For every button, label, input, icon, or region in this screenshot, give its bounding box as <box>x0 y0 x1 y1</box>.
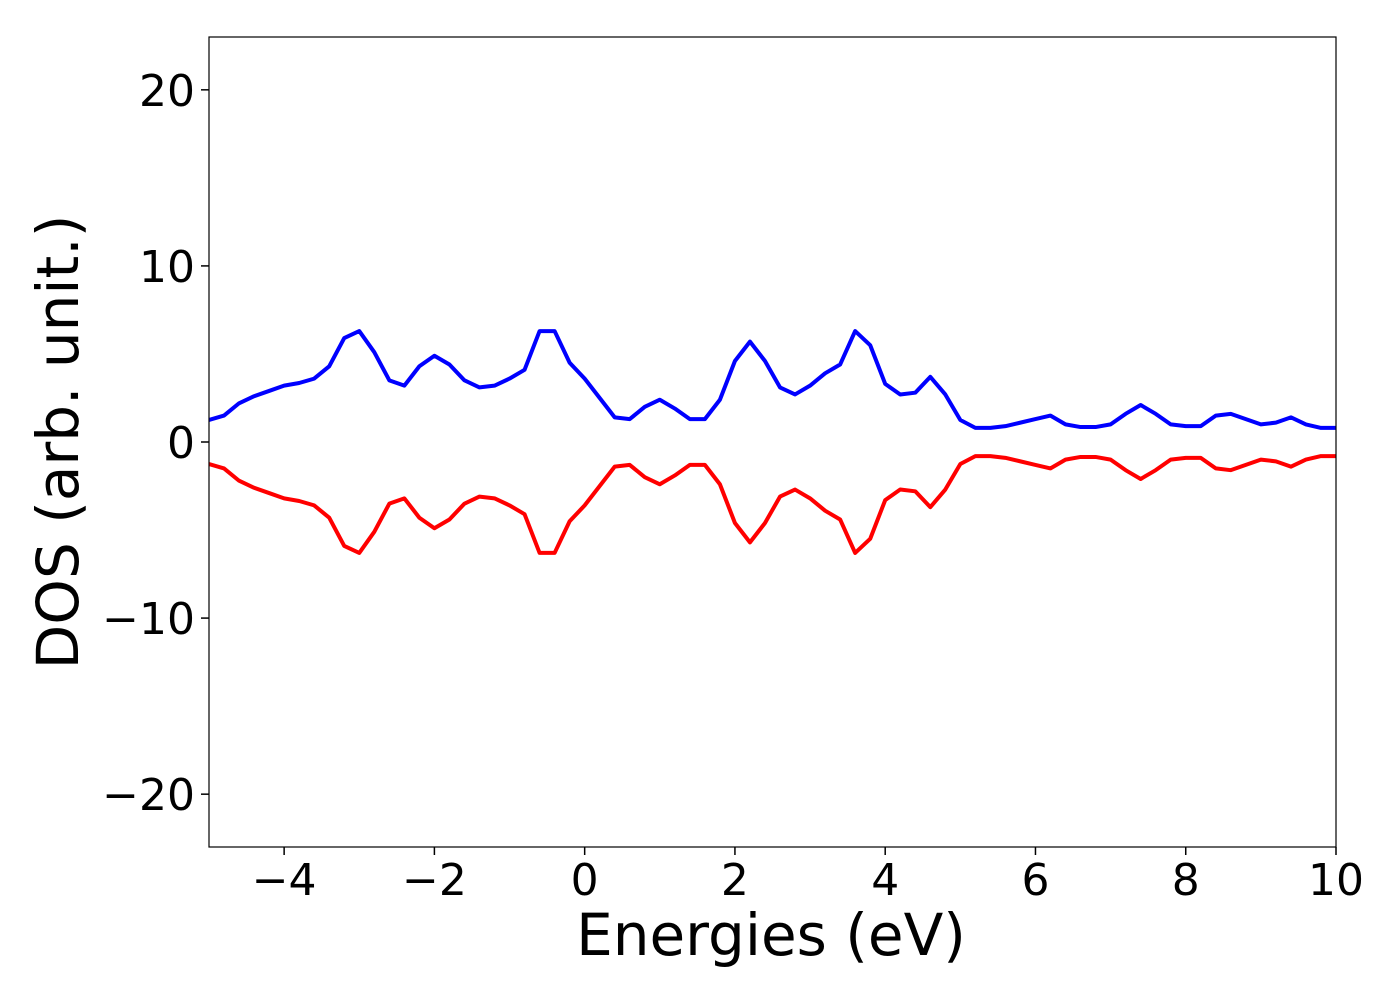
y-tick-label: 20 <box>139 66 195 117</box>
y-tick-label: 10 <box>139 242 195 293</box>
x-tick-label: −2 <box>402 855 467 906</box>
y-tick-label: 0 <box>167 418 195 469</box>
y-axis-label: DOS (arb. unit.) <box>24 215 92 670</box>
x-axis-label: Energies (eV) <box>576 901 966 969</box>
x-tick-label: 6 <box>1021 855 1049 906</box>
data-line <box>209 329 1336 430</box>
x-tick-label: 4 <box>871 855 899 906</box>
x-tick-label: 2 <box>721 855 749 906</box>
y-tick-label: −20 <box>102 770 195 821</box>
x-tick-label: 8 <box>1172 855 1200 906</box>
plot-frame <box>208 36 1337 848</box>
x-tick-label: −4 <box>252 855 317 906</box>
data-line <box>209 454 1336 555</box>
y-tick-label: −10 <box>102 594 195 645</box>
x-tick-label: 10 <box>1308 855 1364 906</box>
x-tick-label: 0 <box>571 855 599 906</box>
